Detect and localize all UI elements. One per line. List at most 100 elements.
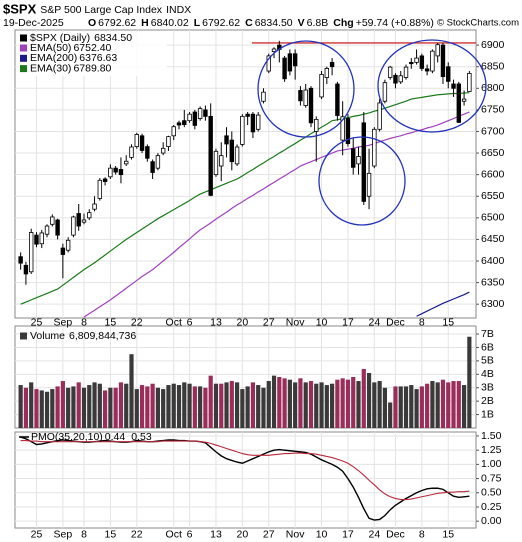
y-tick-label: 6700 xyxy=(481,125,505,137)
x-tick-label: Sep xyxy=(54,528,73,540)
x-tick-label: 13 xyxy=(210,528,222,540)
volume-bar xyxy=(129,354,134,428)
candle-body xyxy=(197,108,203,119)
volume-bar xyxy=(124,383,129,428)
candle-body xyxy=(139,135,145,151)
x-tick-label: Oct xyxy=(166,316,182,328)
candle-body xyxy=(461,98,467,102)
volume-bar xyxy=(139,385,145,428)
x-tick-label: 6 xyxy=(187,528,193,540)
candle-body xyxy=(409,61,414,65)
candle-body xyxy=(176,122,182,126)
volume-bar xyxy=(446,382,451,428)
y-tick-label: 6B xyxy=(481,341,494,353)
volume-bar xyxy=(440,379,446,428)
volume-bar xyxy=(134,389,139,428)
x-tick-label: 8 xyxy=(81,528,87,540)
candle-body xyxy=(292,53,298,67)
volume-bar xyxy=(66,387,71,428)
volume-bar xyxy=(403,386,409,428)
volume-bar xyxy=(208,375,213,428)
y-tick-label: 0.00 xyxy=(481,515,502,527)
volume-bar xyxy=(240,389,245,428)
x-tick-label: 10 xyxy=(316,528,328,540)
credit: © StockCharts.com xyxy=(437,18,519,29)
candle-body xyxy=(345,118,351,144)
y-tick-label: 0.25 xyxy=(481,501,502,513)
volume-bar xyxy=(282,378,287,428)
legend: $SPX (Daily) 6834.50 EMA(50) 6752.40EMA(200… xyxy=(17,32,167,76)
volume-bar xyxy=(71,386,76,428)
y-tick-label: 6650 xyxy=(481,147,505,159)
x-tick-label: 10 xyxy=(316,316,328,328)
candle-body xyxy=(44,225,50,235)
x-tick-label: 27 xyxy=(263,316,275,328)
volume-bar xyxy=(145,386,150,428)
volume-bar xyxy=(356,381,361,428)
quote-value: 6840.02 xyxy=(151,17,189,29)
y-tick-label: 3B xyxy=(481,382,494,394)
legend-value: 0.44 xyxy=(105,431,126,443)
quote-label: Chg xyxy=(333,17,353,29)
volume-bar xyxy=(176,385,182,428)
y-tick-label: 5B xyxy=(481,355,494,367)
volume-bar xyxy=(234,382,240,428)
y-tick-label: 1.25 xyxy=(481,444,502,456)
x-tick-label: Dec xyxy=(386,316,405,328)
candle-body xyxy=(303,89,308,106)
date: 19-Dec-2025 xyxy=(3,17,64,29)
volume-bar xyxy=(29,382,34,428)
candle-body xyxy=(430,50,435,72)
legend-swatch xyxy=(20,44,27,52)
volume-bar xyxy=(271,375,277,428)
y-tick-label: 6800 xyxy=(481,82,505,94)
x-tick-label: 20 xyxy=(237,528,249,540)
volume-bar xyxy=(456,381,461,428)
volume-bar xyxy=(287,379,292,428)
candle-body xyxy=(271,48,277,52)
y-tick-label: 6350 xyxy=(481,276,505,288)
candle-body xyxy=(287,53,293,72)
candle-body xyxy=(18,256,23,264)
quote-label: V xyxy=(298,17,305,29)
x-tick-label: 20 xyxy=(237,316,249,328)
volume-bar xyxy=(60,381,65,428)
candle-body xyxy=(298,90,303,102)
candle-body xyxy=(245,113,250,117)
index-name: S&P 500 Large Cap Index xyxy=(40,4,163,16)
candle-body xyxy=(50,216,55,225)
volume-bar xyxy=(192,386,197,428)
candle-body xyxy=(219,155,224,167)
x-tick-label: 22 xyxy=(131,316,143,328)
candle-body xyxy=(340,116,345,141)
x-tick-label: 15 xyxy=(442,316,454,328)
y-tick-label: 7B xyxy=(481,328,494,340)
volume-bar xyxy=(87,385,92,428)
candle-body xyxy=(451,83,456,89)
legend-swatch xyxy=(20,54,27,62)
annotations xyxy=(257,39,487,226)
legend-value: 6752.40 xyxy=(73,42,111,54)
candle-body xyxy=(467,72,472,92)
volume-bar xyxy=(319,382,324,428)
volume-bar xyxy=(303,382,308,428)
volume-bar xyxy=(166,385,171,428)
candle-body xyxy=(414,57,419,63)
highlight-circle xyxy=(377,39,487,133)
volume-bar xyxy=(198,386,203,428)
panel xyxy=(14,431,477,529)
volume-bar xyxy=(435,382,440,428)
candle-body xyxy=(192,111,198,126)
volume-bar xyxy=(76,382,81,428)
candle-body xyxy=(129,146,134,158)
volume-bar xyxy=(298,378,303,428)
line xyxy=(20,439,470,501)
legend-value: 6376.63 xyxy=(79,52,117,64)
legend-value: 6834.50 xyxy=(94,32,132,44)
y-tick-label: 6850 xyxy=(481,60,505,72)
candle-body xyxy=(23,264,29,275)
y-tick-label: 1.00 xyxy=(481,458,502,470)
candle-body xyxy=(187,113,192,122)
volume-bar xyxy=(203,387,208,428)
